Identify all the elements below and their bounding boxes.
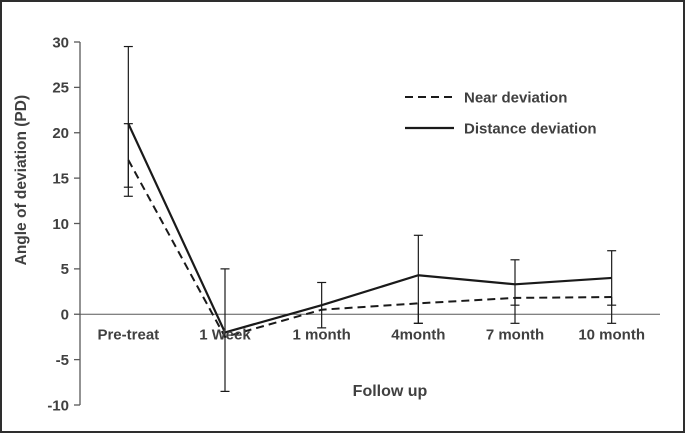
x-tick-label: 7 month [486,326,544,343]
error-bars-0 [123,123,617,324]
y-tick-label: 30 [52,34,69,51]
y-tick-label: 20 [52,125,69,142]
legend-label: Distance deviation [464,120,597,137]
y-tick-label: 0 [61,307,69,324]
x-tick-label: 4month [391,326,445,343]
x-tick-label: Pre-treat [97,326,159,343]
legend-label: Near deviation [464,89,567,106]
y-axis-title: Angle of deviation (PD) [13,95,30,266]
x-axis-title: Follow up [353,383,428,400]
error-bars-1 [123,45,617,392]
series-line-near-deviation [127,159,612,339]
y-tick-label: 10 [52,216,69,233]
y-tick-label: 5 [61,261,69,278]
y-tick-label: 15 [52,170,69,187]
x-tick-label: 1 Week [199,326,251,343]
y-tick-label: -5 [56,352,69,369]
y-tick-labels: 30 25 20 15 10 5 0 -5 -10 [47,34,80,414]
y-tick-label: -10 [47,397,69,414]
legend: Near deviation Distance deviation [405,89,597,137]
x-tick-label: 1 month [292,326,350,343]
x-tick-labels: Pre-treat 1 Week 1 month 4month 7 month 10 mo… [97,326,645,343]
x-tick-label: 10 month [578,326,645,343]
series-line-distance-deviation [127,123,612,334]
y-tick-label: 25 [52,80,69,97]
